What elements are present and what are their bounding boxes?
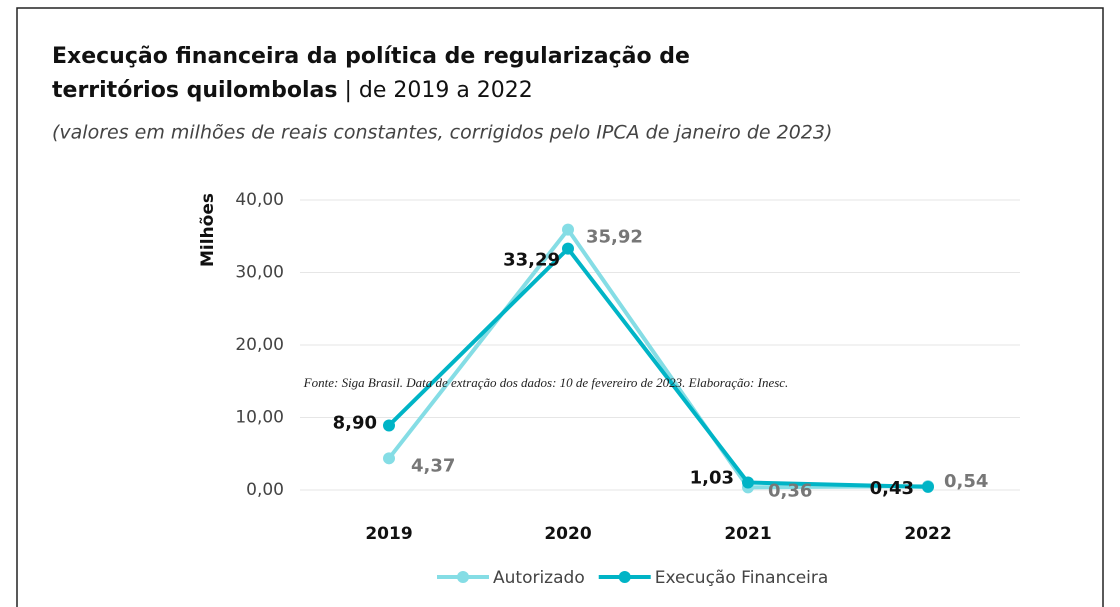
y-tick-label: 20,00 — [235, 335, 284, 355]
x-tick-label: 2021 — [724, 524, 771, 544]
line — [387, 246, 929, 489]
data-label: 33,29 — [503, 250, 560, 271]
title-bold: territórios quilombolas — [52, 78, 337, 103]
y-tick-label: 10,00 — [235, 408, 284, 428]
marker — [562, 223, 574, 236]
marker — [922, 480, 934, 493]
y-tick-label: 40,00 — [235, 190, 284, 210]
data-label: 8,90 — [333, 412, 377, 433]
marker — [383, 452, 395, 465]
frame — [16, 7, 1104, 607]
legend-marker — [457, 571, 469, 583]
data-label: 0,54 — [944, 471, 988, 492]
marker — [383, 419, 395, 432]
line — [387, 227, 929, 490]
source-note: Fonte: Siga Brasil. Data de extração dos… — [303, 375, 789, 390]
x-tick-label: 2022 — [904, 524, 951, 544]
data-label: 0,36 — [768, 480, 812, 501]
data-label: 0,43 — [870, 478, 914, 499]
marker — [562, 242, 574, 255]
legend-label: Autorizado — [493, 568, 585, 588]
data-label: 35,92 — [586, 227, 643, 248]
data-label: 4,37 — [411, 455, 455, 476]
y-axis-label: Milhões — [198, 193, 218, 267]
title-suffix: | de 2019 a 2022 — [344, 78, 532, 103]
x-tick-label: 2019 — [365, 524, 412, 544]
legend-marker — [618, 571, 631, 583]
chart-title: Execução financeira da política de regul… — [52, 44, 690, 69]
legend-label: Execução Financeira — [655, 568, 829, 588]
x-tick-label: 2020 — [544, 524, 591, 544]
legend: Autorizado Execução Financeira — [437, 568, 828, 588]
marker — [742, 476, 754, 489]
y-tick-label: 0,00 — [246, 480, 284, 500]
y-tick-label: 30,00 — [235, 263, 284, 283]
subtitle: (valores em milhões de reais constantes,… — [52, 122, 832, 144]
data-label: 1,03 — [690, 468, 734, 489]
chart-title-line2: territórios quilombolas | de 2019 a 2022 — [52, 78, 533, 103]
